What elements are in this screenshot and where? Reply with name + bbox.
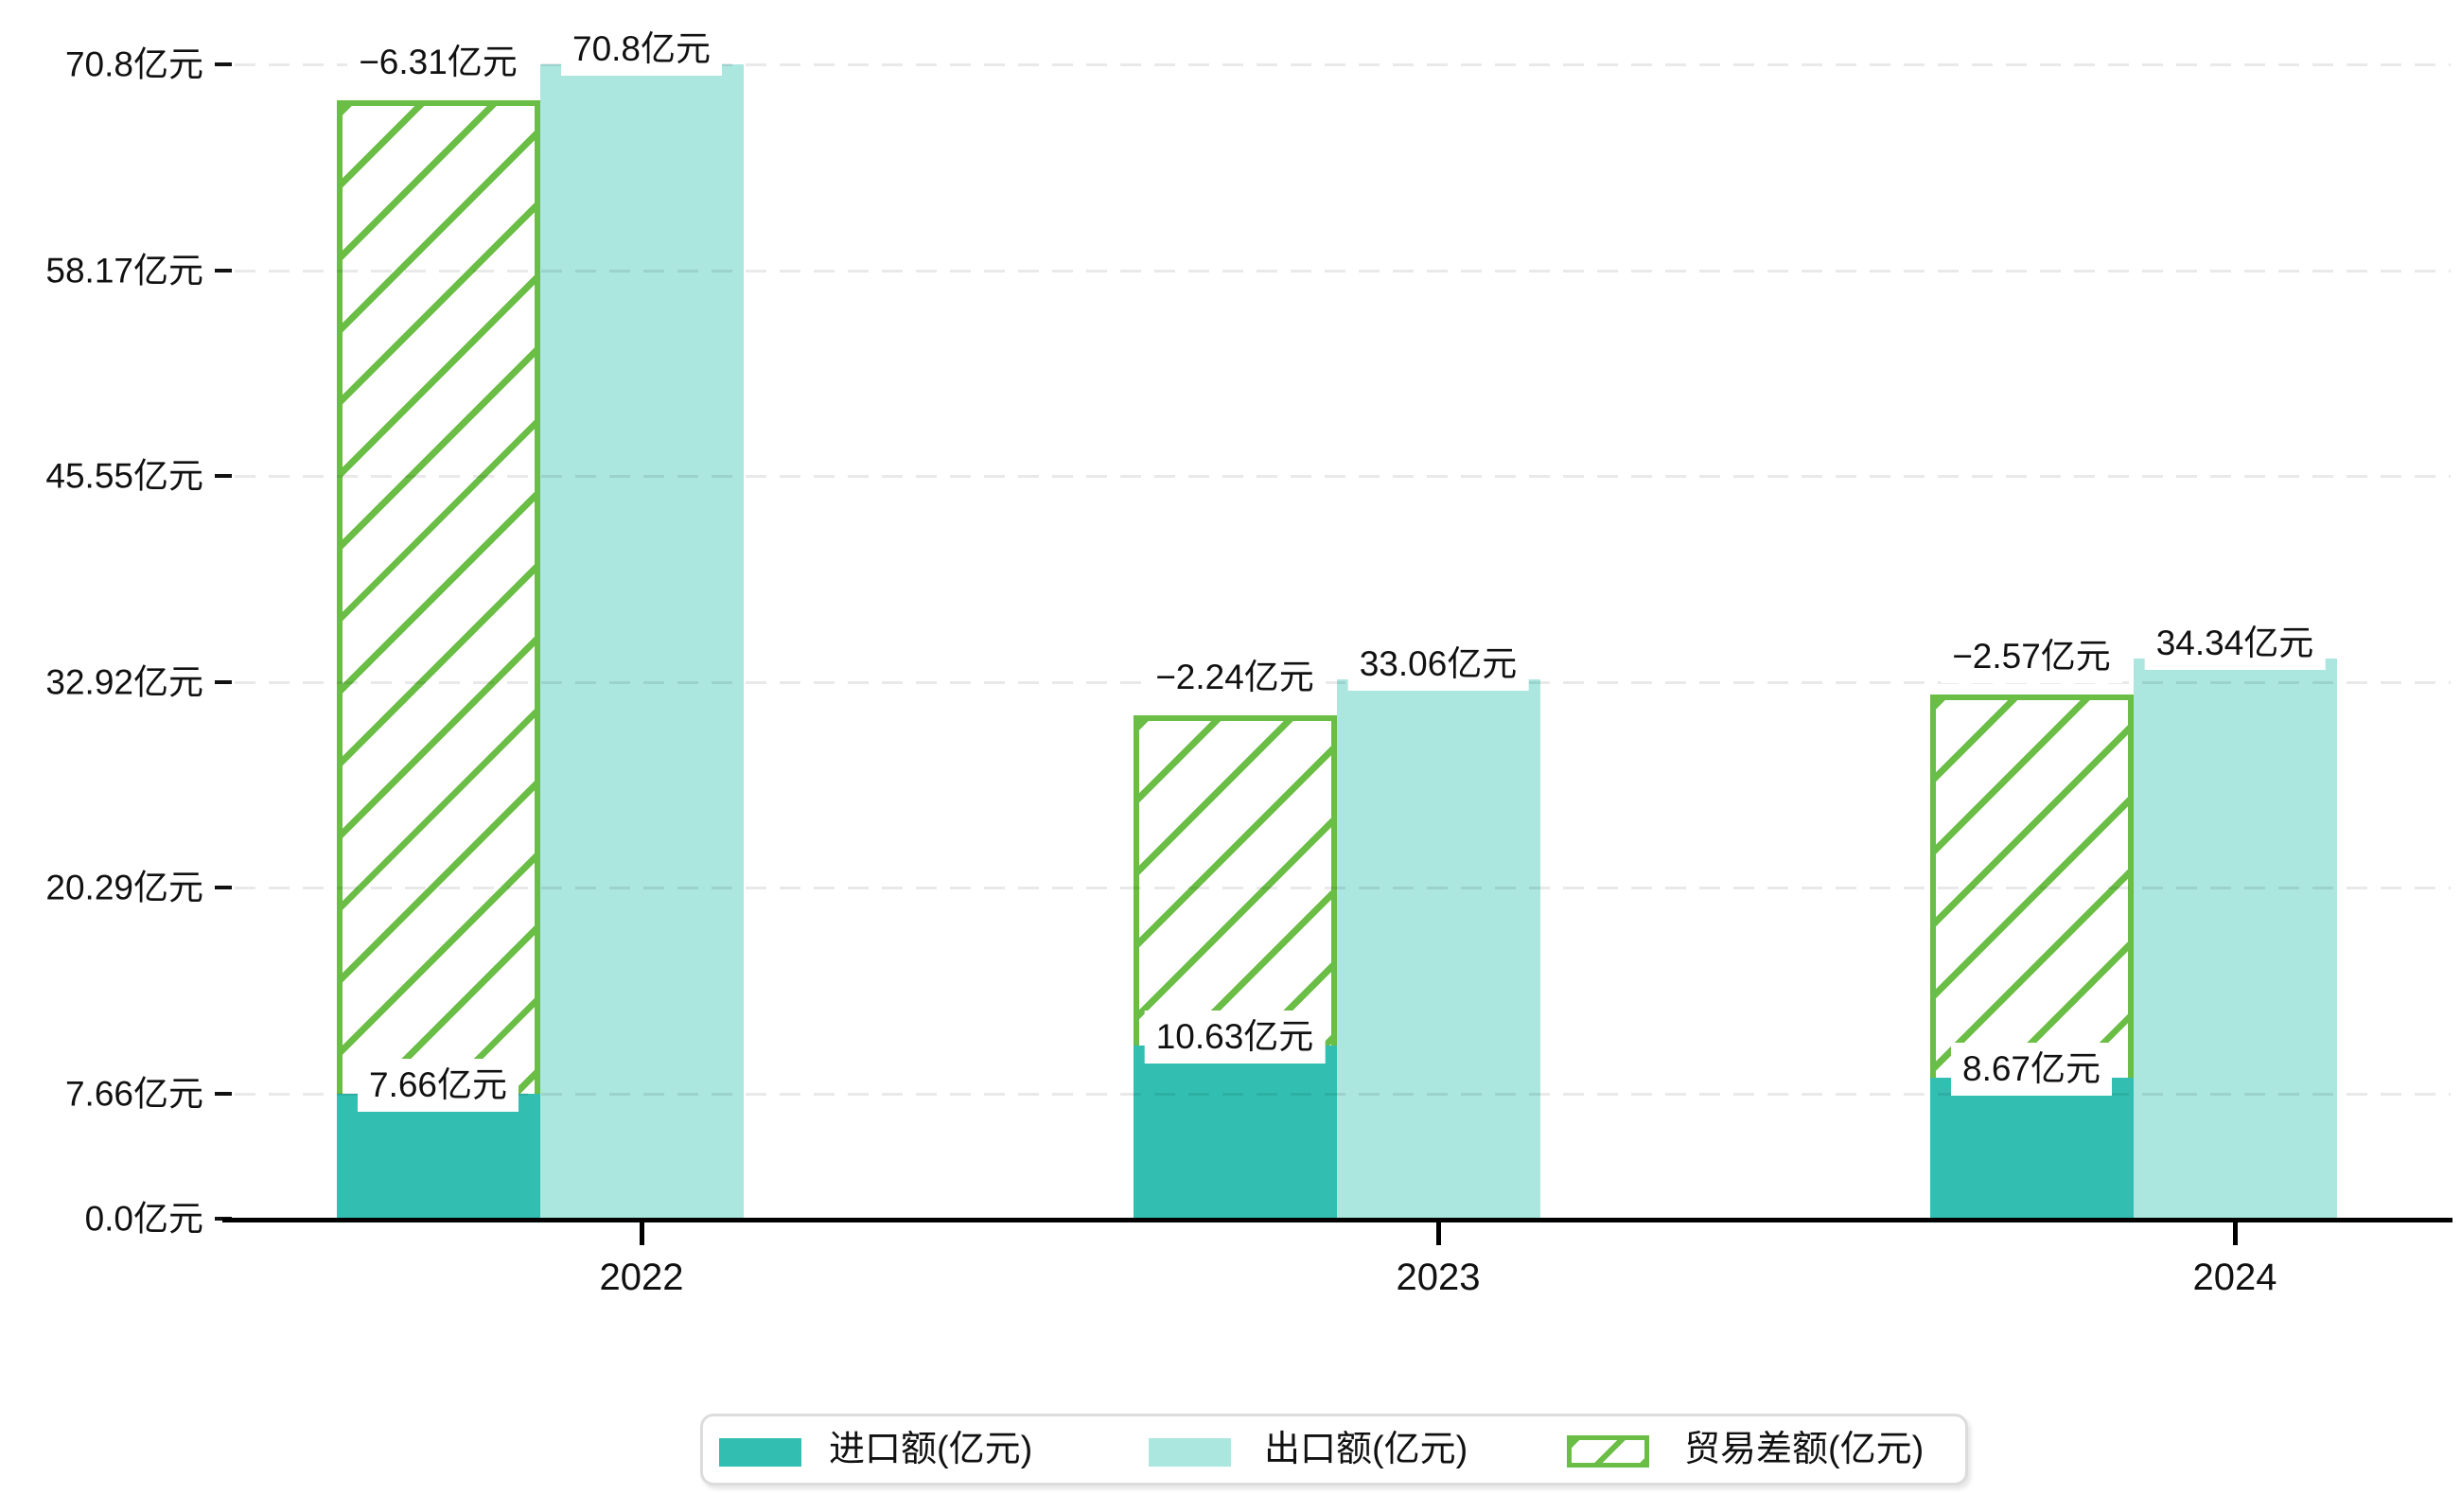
x-axis-category-label-2024: 2024 xyxy=(2192,1257,2277,1298)
y-axis-tick-label: 0.0亿元 xyxy=(84,1199,203,1239)
export-value-label-2024: 34.34亿元 xyxy=(2144,617,2326,671)
y-axis-tick-mark xyxy=(215,268,232,273)
gridline xyxy=(235,887,2451,890)
y-axis-tick-label: 70.8亿元 xyxy=(64,44,203,84)
legend-label-export: 出口额(亿元) xyxy=(1264,1430,1468,1469)
legend-label-import: 进口额(亿元) xyxy=(829,1430,1033,1469)
bar-export-2022 xyxy=(539,64,744,1219)
bar-import-2022 xyxy=(336,1094,540,1219)
y-axis-tick-mark xyxy=(215,62,232,67)
y-axis-tick-label: 45.55亿元 xyxy=(45,456,203,496)
x-axis-tick-mark-2022 xyxy=(640,1222,644,1245)
x-axis-category-label-2023: 2023 xyxy=(1396,1257,1481,1298)
gridline xyxy=(235,475,2451,479)
y-axis-tick-mark xyxy=(215,1092,232,1097)
trade-balance-value-label-2023: −2.24亿元 xyxy=(1144,651,1326,705)
export-value-label-2023: 33.06亿元 xyxy=(1347,638,1529,692)
legend-label-trade-balance: 贸易差额(亿元) xyxy=(1684,1430,1925,1469)
trade-balance-value-label-2022: −6.31亿元 xyxy=(347,36,529,90)
y-axis-tick-mark xyxy=(215,474,232,479)
x-axis-tick-mark-2023 xyxy=(1436,1222,1441,1245)
bar-trade-balance-hatch-2024 xyxy=(1929,694,2134,1078)
bar-trade-balance-hatch-2022 xyxy=(336,100,540,1094)
trade-balance-value-label-2024: −2.57亿元 xyxy=(1941,630,2122,684)
import-value-label-2024: 8.67亿元 xyxy=(1950,1042,2113,1096)
bar-trade-balance-hatch-2023 xyxy=(1133,715,1337,1046)
x-axis-line xyxy=(222,1218,2452,1222)
import-value-label-2022: 7.66亿元 xyxy=(357,1059,519,1113)
gridline xyxy=(235,680,2451,684)
legend: 进口额(亿元) 出口额(亿元) 贸易差额(亿元) xyxy=(700,1414,1968,1486)
bar-export-2023 xyxy=(1336,679,1540,1219)
gridline xyxy=(235,269,2451,273)
bar-export-2024 xyxy=(2133,659,2337,1219)
import-value-label-2023: 10.63亿元 xyxy=(1144,1010,1326,1064)
gridline xyxy=(235,63,2451,67)
bar-import-2024 xyxy=(1929,1077,2134,1219)
x-axis-tick-mark-2024 xyxy=(2233,1222,2238,1245)
y-axis-tick-label: 20.29亿元 xyxy=(45,868,203,907)
y-axis-tick-mark xyxy=(215,886,232,890)
export-value-label-2022: 70.8亿元 xyxy=(560,23,723,77)
legend-swatch-export xyxy=(1149,1438,1231,1467)
gridline xyxy=(235,1093,2451,1097)
legend-swatch-import xyxy=(719,1438,801,1467)
y-axis-tick-label: 32.92亿元 xyxy=(45,662,203,702)
y-axis-tick-mark xyxy=(215,679,232,684)
bar-import-2023 xyxy=(1133,1045,1337,1219)
legend-swatch-trade-balance-hatch xyxy=(1567,1435,1649,1468)
y-axis-tick-label: 58.17亿元 xyxy=(45,251,203,290)
x-axis-category-label-2022: 2022 xyxy=(599,1257,684,1298)
y-axis-tick-label: 7.66亿元 xyxy=(64,1074,203,1114)
